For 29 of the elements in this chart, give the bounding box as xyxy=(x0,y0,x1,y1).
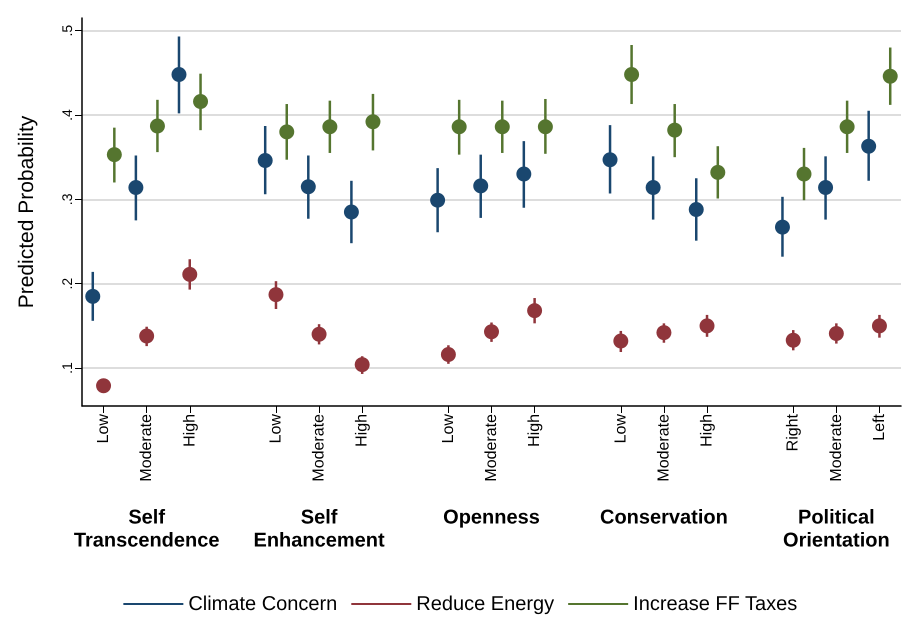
y-axis-title: Predicted Probability xyxy=(15,115,38,308)
text: Openness xyxy=(443,506,540,528)
x-tick-label: Low xyxy=(612,414,630,444)
text: Conservation xyxy=(600,506,728,528)
y-tick-label: .2 xyxy=(59,278,75,290)
x-tick-label: Low xyxy=(440,414,457,444)
x-tick-label: High xyxy=(698,414,716,447)
x-tick-label: Moderate xyxy=(828,414,845,482)
legend-label: Increase FF Taxes xyxy=(633,593,798,615)
y-tick-label: .4 xyxy=(59,108,75,121)
legend-label: Reduce Energy xyxy=(416,593,554,615)
text: Self Enhancement xyxy=(254,506,385,552)
y-tick-label: .5 xyxy=(59,24,75,36)
x-tick-label: Low xyxy=(95,414,112,444)
x-tick-label: Right xyxy=(784,413,802,452)
y-tick-label: .3 xyxy=(59,193,75,206)
text: Political Orientation xyxy=(783,506,890,552)
x-tick-label: Moderate xyxy=(655,414,672,482)
y-tick-label: .1 xyxy=(59,362,75,374)
x-tick-label: Moderate xyxy=(310,414,328,482)
text: Self Transcendence xyxy=(74,506,220,552)
legend-label: Climate Concern xyxy=(188,593,338,615)
x-tick-label: Low xyxy=(267,414,284,444)
x-tick-label: Moderate xyxy=(483,414,500,482)
x-tick-label: High xyxy=(354,414,371,447)
x-tick-label: Left xyxy=(870,413,888,441)
x-tick-label: High xyxy=(526,414,544,447)
x-tick-label: Moderate xyxy=(138,414,156,482)
x-tick-label: High xyxy=(181,414,198,447)
